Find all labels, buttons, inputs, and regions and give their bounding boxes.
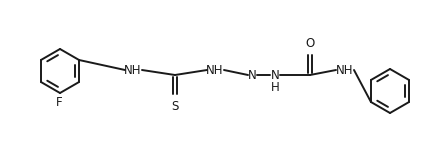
Text: N: N xyxy=(247,69,256,82)
Text: S: S xyxy=(171,100,178,113)
Text: F: F xyxy=(55,96,62,109)
Text: NH: NH xyxy=(124,63,141,76)
Text: O: O xyxy=(305,37,314,50)
Text: H: H xyxy=(270,80,279,93)
Text: NH: NH xyxy=(206,63,223,76)
Text: NH: NH xyxy=(335,63,353,76)
Text: N: N xyxy=(270,69,279,82)
